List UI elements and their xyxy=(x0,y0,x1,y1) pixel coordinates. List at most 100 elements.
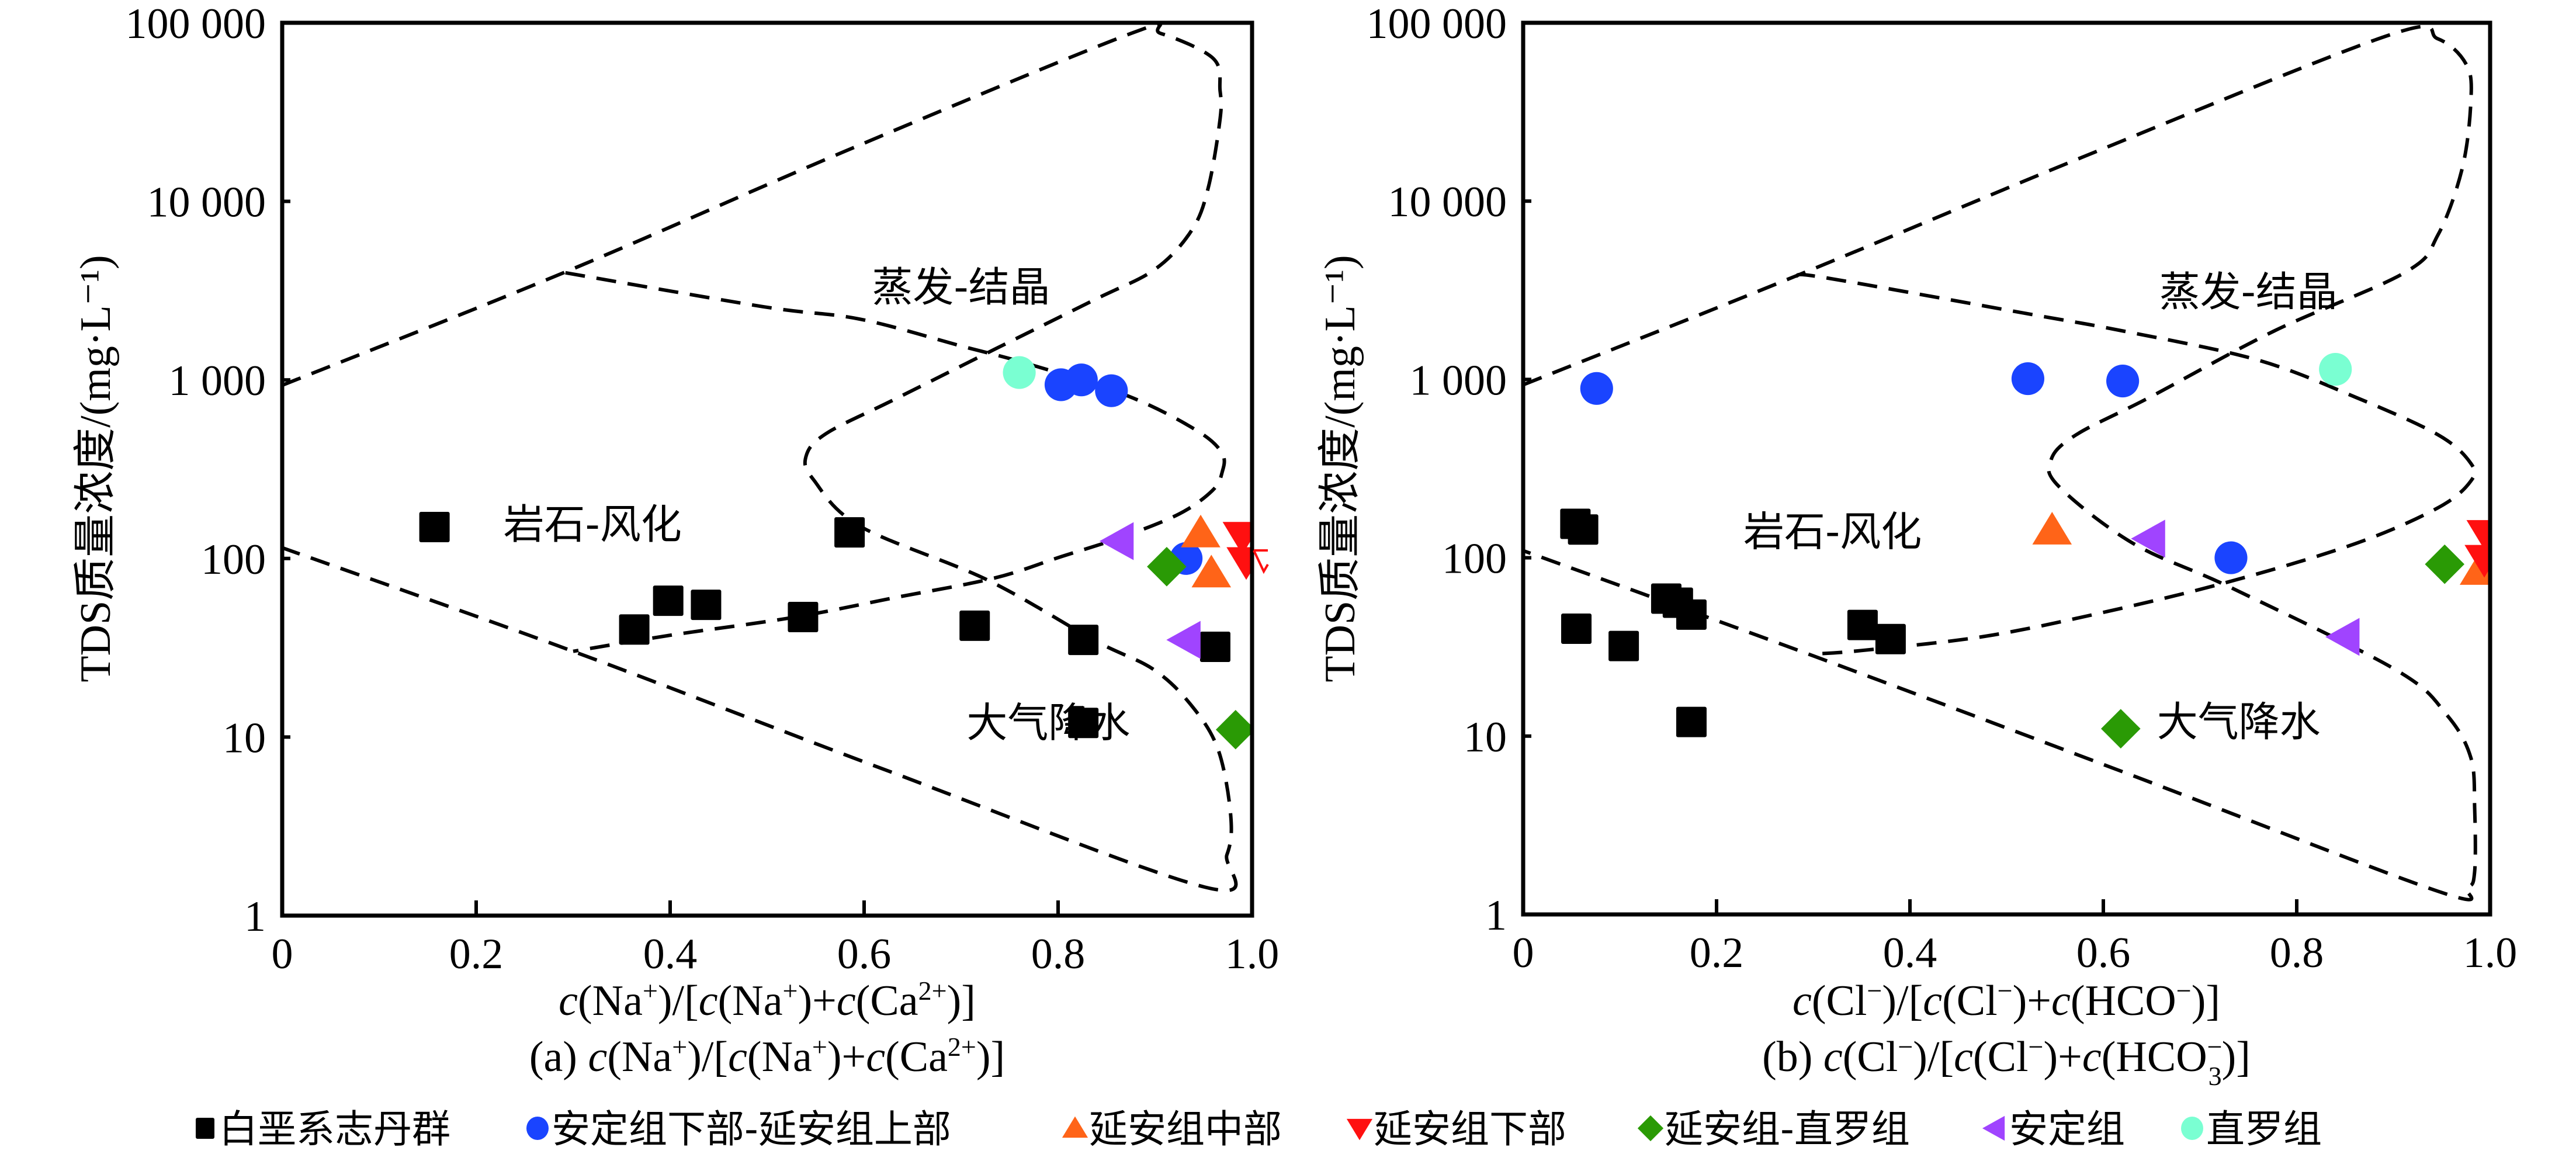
data-point xyxy=(1191,555,1232,588)
region-label: 蒸发-结晶 xyxy=(2159,268,2338,316)
points-a xyxy=(419,356,1252,750)
legend-item-ad: 安定组 xyxy=(1982,1107,2125,1152)
series-yax xyxy=(2464,520,2490,578)
x-tick-label: 0 xyxy=(272,930,293,978)
legend-marker xyxy=(196,1118,214,1139)
series-baie xyxy=(419,511,1230,739)
series-ad xyxy=(1099,522,1201,659)
x-axis-title-b: c(Cl−)/[c(Cl−)+c(HCO−)] xyxy=(1793,976,2220,1025)
legend-marker xyxy=(1062,1116,1088,1138)
data-point xyxy=(653,585,684,616)
y-tick-label: 100 xyxy=(1442,535,1507,583)
x-tick-label: 0 xyxy=(1513,929,1534,977)
x-tick-label: 0.6 xyxy=(2076,929,2131,977)
series-zl xyxy=(1003,356,1036,389)
series-adx_yas xyxy=(1044,363,1203,575)
region-label: 大气降水 xyxy=(2157,698,2321,746)
data-point xyxy=(2464,545,2490,578)
plot-frame-a xyxy=(280,20,1254,918)
data-point xyxy=(1147,546,1187,587)
data-point xyxy=(1226,547,1252,580)
y-ticks-b: 1 10 100 1 000 10 000 100 000 xyxy=(1367,0,1531,940)
data-point xyxy=(1568,514,1599,545)
x-axis-title-a: c(Na+)/[c(Na+)+c(Ca2+)] xyxy=(559,976,976,1025)
legend-marker xyxy=(1346,1118,1373,1141)
legend: 白垩系志丹群 安定组下部-延安组上部 延安组中部 延安组下部 延安组-直罗组 安定组 直罗组 xyxy=(196,1107,2322,1152)
y-tick-label: 1 xyxy=(244,893,266,941)
x-tick-label: 1.0 xyxy=(1225,930,1280,978)
x-ticks-a: 0 0.2 0.4 0.6 0.8 1.0 xyxy=(272,900,1280,978)
data-point xyxy=(1215,709,1252,750)
data-point xyxy=(1847,609,1878,640)
x-tick-label: 0.8 xyxy=(2270,929,2324,977)
panel-b: TDS质量浓度/(mg·L⁻¹) 1 10 100 1 000 10 000 100 00… xyxy=(1316,0,2517,1091)
data-point xyxy=(1561,614,1592,644)
data-point xyxy=(419,511,450,542)
data-point xyxy=(2214,541,2248,574)
boundary-outer-envelope xyxy=(1523,25,2477,902)
data-point xyxy=(2425,544,2465,584)
data-point xyxy=(2100,709,2141,748)
legend-item-yaz: 延安组中部 xyxy=(1062,1107,1282,1152)
legend-marker xyxy=(1982,1115,2005,1141)
data-point xyxy=(1676,706,1707,737)
legend-label: 白垩系志丹群 xyxy=(219,1107,450,1152)
region-label: 大气降水 xyxy=(966,699,1130,747)
legend-marker xyxy=(526,1117,549,1140)
series-yaz xyxy=(1181,514,1232,588)
legend-marker xyxy=(2181,1117,2203,1140)
legend-label: 延安组-直罗组 xyxy=(1665,1107,1910,1152)
data-point xyxy=(1199,632,1230,663)
boundary-inner-loop xyxy=(1795,272,2477,656)
data-point xyxy=(788,602,819,633)
x-ticks-b: 0 0.2 0.4 0.6 0.8 1.0 xyxy=(1513,899,2518,977)
data-point xyxy=(1068,708,1099,739)
data-point xyxy=(1608,630,1639,661)
y-tick-label: 100 000 xyxy=(126,0,266,48)
x-tick-label: 0.4 xyxy=(1883,929,1937,977)
data-point xyxy=(1580,372,1613,405)
y-tick-label: 10 xyxy=(1464,713,1507,761)
data-point xyxy=(2325,618,2360,656)
subtitle-a: (a) c(Na+)/[c(Na+)+c(Ca2+)] xyxy=(529,1032,1005,1081)
y-tick-label: 1 000 xyxy=(1410,356,1507,404)
y-tick-label: 10 000 xyxy=(147,179,266,227)
data-point xyxy=(1095,374,1128,407)
subtitle-b: (b) c(Cl−)/[c(Cl−)+c(HCO− 3)] xyxy=(1762,1032,2251,1091)
legend-item-yax: 延安组下部 xyxy=(1346,1107,1566,1152)
x-tick-label: 0.2 xyxy=(449,930,504,978)
clipped-marker-fragment xyxy=(1253,549,1269,574)
legend-item-ya_zl: 延安组-直罗组 xyxy=(1637,1107,1910,1152)
data-point xyxy=(1003,356,1036,389)
series-ya_zl xyxy=(1147,546,1252,750)
y-axis-title-a: TDS质量浓度/(mg·L⁻¹) xyxy=(72,255,120,682)
y-ticks-a: 1 10 100 1 000 10 000 100 000 xyxy=(126,0,290,941)
boundary-inner-loop xyxy=(565,271,1226,653)
region-label: 蒸发-结晶 xyxy=(872,264,1050,311)
data-point xyxy=(2319,352,2352,386)
y-axis-title-b: TDS质量浓度/(mg·L⁻¹) xyxy=(1316,255,1364,682)
legend-item-zl: 直罗组 xyxy=(2181,1107,2322,1152)
legend-label: 直罗组 xyxy=(2206,1107,2322,1152)
data-point xyxy=(1181,514,1221,547)
data-point xyxy=(2032,511,2072,545)
data-point xyxy=(1099,522,1134,560)
x-tick-label: 1.0 xyxy=(2463,929,2518,977)
data-point xyxy=(1065,363,1098,397)
data-point xyxy=(2131,519,2165,558)
series-zl xyxy=(2319,352,2352,386)
series-adx_yas xyxy=(1580,362,2248,574)
data-point xyxy=(619,614,650,645)
boundaries-a xyxy=(282,23,1238,892)
legend-label: 安定组下部-延安组上部 xyxy=(552,1107,951,1152)
region-label: 岩石-风化 xyxy=(1743,508,1922,556)
data-point xyxy=(691,590,722,621)
data-point xyxy=(834,517,865,548)
data-point xyxy=(959,610,990,641)
boundaries-b xyxy=(1523,25,2477,902)
data-point xyxy=(2466,520,2490,553)
legend-label: 安定组 xyxy=(2009,1107,2125,1152)
